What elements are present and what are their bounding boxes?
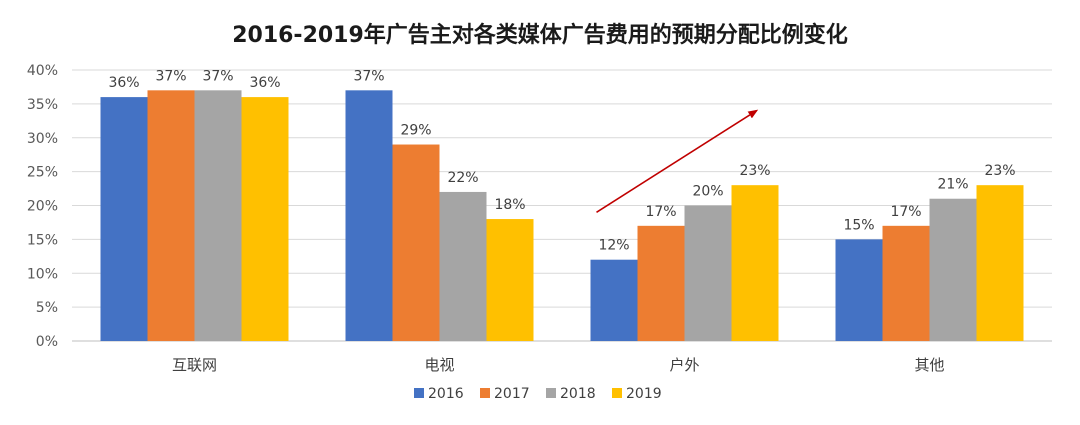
data-label: 37% — [202, 68, 233, 84]
data-labels: 36% 37% 37% 36% 37% 29% 22% 18% 12% 17% 20% 23% 15% 1… — [108, 68, 1015, 253]
legend: 2016 2017 2018 2019 — [414, 386, 662, 402]
y-tick-label: 30% — [27, 131, 58, 147]
data-label: 23% — [739, 163, 770, 179]
bar-2016-2 — [590, 259, 638, 341]
bar-2016-1 — [345, 90, 393, 341]
legend-label: 2018 — [560, 386, 596, 402]
legend-swatch — [480, 388, 490, 398]
y-tick-label: 25% — [27, 165, 58, 181]
y-axis: 0% 5% 10% 15% 20% 25% 30% 35% 40% — [27, 63, 58, 350]
legend-label: 2017 — [494, 386, 530, 402]
bar-2017-3 — [882, 225, 930, 341]
y-tick-label: 15% — [27, 232, 58, 248]
trend-arrow — [596, 109, 759, 213]
bar-2017-2 — [637, 225, 685, 341]
data-label: 36% — [108, 75, 139, 91]
bar-2018-2 — [684, 205, 732, 341]
y-tick-label: 35% — [27, 97, 58, 113]
chart-title: 2016-2019年广告主对各类媒体广告费用的预期分配比例变化 — [232, 22, 848, 48]
legend-item-2017: 2017 — [480, 386, 530, 402]
x-category-label: 其他 — [914, 356, 944, 374]
y-tick-label: 0% — [36, 334, 58, 350]
legend-item-2018: 2018 — [546, 386, 596, 402]
x-category-label: 互联网 — [172, 356, 217, 374]
y-tick-label: 20% — [27, 199, 58, 215]
bar-2018-0 — [194, 90, 242, 341]
bar-2016-0 — [100, 97, 148, 341]
bars — [100, 90, 1024, 341]
y-tick-label: 5% — [36, 300, 58, 316]
legend-swatch — [612, 388, 622, 398]
x-category-label: 电视 — [424, 356, 454, 374]
data-label: 22% — [447, 170, 478, 186]
data-label: 18% — [494, 197, 525, 213]
data-label: 15% — [843, 217, 874, 233]
data-label: 29% — [400, 123, 431, 139]
y-tick-label: 40% — [27, 63, 58, 79]
x-axis: 互联网 电视 户外 其他 — [172, 356, 945, 374]
legend-item-2016: 2016 — [414, 386, 464, 402]
data-label: 12% — [598, 238, 629, 254]
x-category-label: 户外 — [669, 356, 699, 374]
data-label: 37% — [353, 68, 384, 84]
data-label: 17% — [890, 204, 921, 220]
bar-2019-1 — [486, 219, 534, 341]
bar-2018-1 — [439, 191, 487, 341]
y-tick-label: 10% — [27, 266, 58, 282]
legend-label: 2019 — [626, 386, 662, 402]
data-label: 36% — [249, 75, 280, 91]
legend-swatch — [546, 388, 556, 398]
bar-2019-3 — [976, 185, 1024, 341]
bar-2019-2 — [731, 185, 779, 341]
data-label: 23% — [984, 163, 1015, 179]
legend-swatch — [414, 388, 424, 398]
data-label: 37% — [155, 68, 186, 84]
bar-2018-3 — [929, 198, 977, 341]
legend-item-2019: 2019 — [612, 386, 662, 402]
bar-2017-0 — [147, 90, 195, 341]
bar-2016-3 — [835, 239, 883, 341]
data-label: 21% — [937, 177, 968, 193]
bar-2017-1 — [392, 144, 440, 341]
data-label: 17% — [645, 204, 676, 220]
legend-label: 2016 — [428, 386, 464, 402]
trend-annotation — [596, 109, 759, 213]
data-label: 20% — [692, 184, 723, 200]
bar-2019-0 — [241, 97, 289, 341]
